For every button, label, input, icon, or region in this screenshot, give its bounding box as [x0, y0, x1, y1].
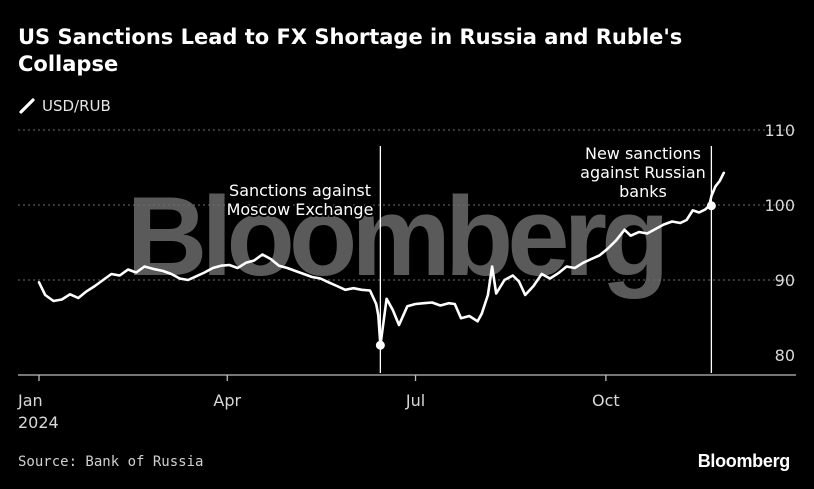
x-tick-label-apr: Apr — [213, 391, 241, 410]
x-tick-label-jan: Jan — [17, 391, 43, 410]
y-tick-label-100: 100 — [764, 196, 795, 215]
x-tick-label-jul: Jul — [405, 391, 425, 410]
annotation-label-1: Sanctions against Moscow Exchange — [227, 181, 374, 219]
source-note: Source: Bank of Russia — [18, 454, 204, 470]
diagonal-line-icon — [19, 98, 35, 114]
x-tick-sublabel-year: 2024 — [18, 413, 59, 432]
chart-title: US Sanctions Lead to FX Shortage in Russ… — [18, 25, 683, 76]
x-tick-label-oct: Oct — [592, 391, 620, 410]
bloomberg-watermark: Bloomberg — [126, 174, 663, 299]
usd-rub-line — [37, 171, 726, 347]
y-tick-label-90: 90 — [775, 271, 795, 290]
annotation-label-2: New sanctions against Russian banks — [580, 144, 706, 201]
y-tick-label-80: 80 — [775, 346, 795, 365]
y-tick-label-110: 110 — [764, 121, 795, 140]
annotation-marker-1 — [375, 340, 385, 350]
bloomberg-logo: Bloomberg — [697, 451, 791, 471]
legend-label: USD/RUB — [42, 97, 111, 115]
legend: USD/RUB — [18, 96, 111, 116]
annotation-marker-2 — [706, 201, 716, 211]
